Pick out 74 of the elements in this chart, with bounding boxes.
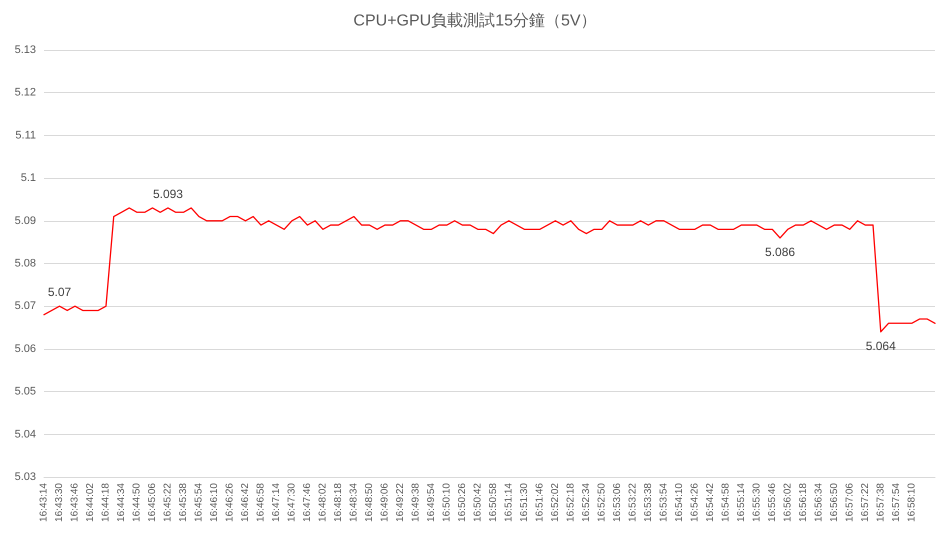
x-tick-label: 16:46:10 — [208, 482, 220, 522]
x-tick-label: 16:53:38 — [642, 482, 654, 522]
y-tick-label: 5.09 — [14, 214, 36, 227]
y-tick-label: 5.07 — [14, 300, 36, 312]
x-tick-label: 16:51:46 — [534, 482, 546, 522]
x-tick-label: 16:57:38 — [875, 482, 886, 522]
x-tick-label: 16:47:30 — [286, 482, 298, 522]
x-tick-label: 16:56:34 — [813, 482, 824, 522]
x-tick-label: 16:43:46 — [69, 482, 80, 522]
x-tick-label: 16:48:02 — [317, 482, 328, 522]
x-tick-label: 16:46:42 — [240, 482, 251, 522]
x-tick-label: 16:49:38 — [410, 482, 422, 522]
x-tick-label: 16:45:06 — [146, 482, 158, 522]
y-tick-label: 5.1 — [20, 172, 36, 184]
x-tick-label: 16:55:30 — [751, 482, 762, 522]
data-label: 5.093 — [152, 186, 184, 201]
y-tick-label: 5.06 — [14, 342, 36, 355]
x-tick-label: 16:52:02 — [550, 482, 561, 522]
data-label: 5.064 — [866, 338, 896, 353]
y-tick-label: 5.04 — [14, 428, 36, 440]
x-tick-label: 16:57:06 — [844, 482, 856, 522]
x-tick-label: 16:49:06 — [379, 482, 390, 522]
x-tick-label: 16:56:18 — [798, 482, 809, 522]
y-tick-label: 5.05 — [14, 386, 36, 398]
x-tick-label: 16:46:58 — [255, 482, 266, 522]
x-tick-label: 16:52:18 — [565, 482, 576, 522]
x-tick-label: 16:57:22 — [860, 482, 871, 522]
x-tick-label: 16:43:30 — [54, 482, 65, 522]
x-tick-label: 16:53:06 — [612, 482, 623, 522]
x-tick-label: 16:45:22 — [162, 482, 174, 522]
x-tick-label: 16:49:54 — [426, 482, 437, 522]
x-tick-label: 16:45:38 — [178, 482, 189, 522]
x-tick-label: 16:44:18 — [100, 482, 112, 522]
data-label: 5.07 — [48, 285, 72, 300]
x-tick-label: 16:51:30 — [518, 482, 530, 522]
x-tick-label: 16:44:34 — [116, 482, 127, 522]
x-tick-label: 16:48:50 — [364, 482, 375, 522]
x-tick-label: 16:56:50 — [828, 482, 840, 522]
y-tick-label: 5.08 — [14, 258, 36, 270]
x-tick-label: 16:55:14 — [736, 482, 747, 522]
x-tick-label: 16:55:46 — [766, 482, 778, 522]
x-tick-label: 16:49:22 — [394, 482, 406, 522]
x-tick-label: 16:48:18 — [332, 482, 344, 522]
x-tick-label: 16:58:10 — [906, 482, 918, 522]
x-tick-label: 16:54:26 — [689, 482, 700, 522]
y-tick-label: 5.12 — [14, 86, 36, 99]
x-tick-label: 16:54:10 — [674, 482, 685, 522]
line-series — [43, 207, 936, 332]
x-tick-label: 16:53:54 — [658, 482, 670, 522]
chart-title: CPU+GPU負載測試15分鐘（5V） — [353, 12, 597, 30]
x-tick-label: 16:51:14 — [503, 482, 514, 522]
x-tick-label: 16:54:42 — [704, 482, 716, 522]
x-tick-label: 16:54:58 — [720, 482, 732, 522]
x-tick-label: 16:48:34 — [348, 482, 360, 522]
x-tick-label: 16:52:50 — [596, 482, 608, 522]
x-tick-label: 16:43:14 — [38, 482, 50, 522]
x-tick-label: 16:50:10 — [441, 482, 452, 522]
x-tick-label: 16:50:26 — [456, 482, 468, 522]
x-tick-label: 16:53:22 — [627, 482, 638, 522]
x-tick-label: 16:46:26 — [224, 482, 236, 522]
x-tick-label: 16:45:54 — [193, 482, 204, 522]
x-tick-label: 16:57:54 — [890, 482, 902, 522]
data-label: 5.086 — [765, 244, 796, 259]
x-tick-label: 16:47:14 — [270, 482, 282, 522]
y-tick-label: 5.03 — [14, 471, 36, 483]
y-tick-label: 5.11 — [15, 129, 36, 142]
x-tick-label: 16:47:46 — [302, 482, 313, 522]
x-tick-label: 16:50:42 — [472, 482, 484, 522]
x-tick-label: 16:44:50 — [131, 482, 142, 522]
x-tick-label: 16:44:02 — [84, 482, 96, 522]
x-tick-label: 16:56:02 — [782, 482, 794, 522]
y-tick-label: 5.13 — [14, 44, 36, 56]
x-tick-label: 16:52:34 — [580, 482, 592, 522]
x-tick-label: 16:50:58 — [488, 482, 499, 522]
